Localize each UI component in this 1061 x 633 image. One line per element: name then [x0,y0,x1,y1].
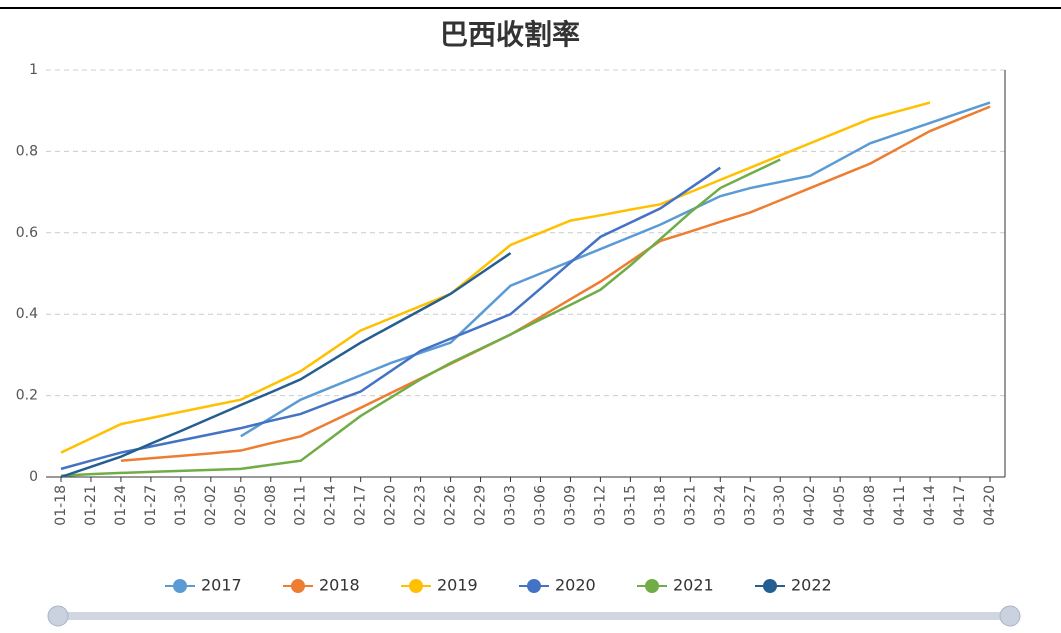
x-tick-label: 02-29 [473,485,489,526]
legend-icon [409,579,423,593]
x-tick-label: 03-06 [532,485,548,526]
x-tick-label: 02-08 [263,485,279,526]
legend-item[interactable]: 2017 [165,576,242,595]
x-tick-label: 01-30 [173,485,189,526]
x-tick-label: 03-27 [742,485,758,526]
legend-label: 2018 [319,576,360,595]
series-line [60,101,931,454]
x-tick-label: 01-18 [53,485,69,526]
legend-icon [291,579,305,593]
x-tick-label: 03-30 [772,485,788,526]
x-tick-label: 04-05 [832,485,848,526]
x-tick-label: 02-26 [443,485,459,526]
x-tick-label: 02-14 [323,485,339,526]
x-tick-label: 02-20 [383,485,399,526]
x-tick-label: 03-15 [622,485,638,526]
x-tick-label: 04-17 [952,485,968,526]
x-tick-label: 01-27 [143,485,159,526]
x-tick-label: 03-09 [562,485,578,526]
legend-label: 2019 [437,576,478,595]
legend-item[interactable]: 2022 [755,576,832,595]
zoom-handle[interactable] [47,605,69,627]
x-tick-label: 04-14 [922,485,938,526]
legend-label: 2022 [791,576,832,595]
x-tick-label: 01-24 [113,485,129,526]
legend-icon [645,579,659,593]
y-tick-label: 0.4 [16,306,38,322]
x-tick-label: 03-24 [712,485,728,526]
zoom-track[interactable] [58,612,1010,620]
x-tick-label: 02-17 [353,485,369,526]
x-tick-label: 04-20 [982,485,998,526]
x-tick-label: 02-02 [203,485,219,526]
data-zoom[interactable] [47,605,1021,627]
x-tick-label: 03-21 [682,485,698,526]
y-tick-label: 0.6 [16,225,38,241]
legend-label: 2021 [673,576,714,595]
legend-icon [173,579,187,593]
legend-item[interactable]: 2018 [283,576,360,595]
y-tick-label: 0.2 [16,388,38,404]
legend-icon [763,579,777,593]
legend-label: 2020 [555,576,596,595]
x-tick-label: 04-08 [862,485,878,526]
legend-item[interactable]: 2020 [519,576,596,595]
x-tick-label: 01-21 [83,485,99,526]
chart-title: 巴西收割率 [440,18,580,51]
x-tick-label: 03-18 [652,485,668,526]
x-tick-label: 03-12 [592,485,608,526]
y-tick-label: 1 [29,62,38,78]
x-tick-label: 03-03 [503,485,519,526]
series-line [60,166,721,471]
x-tick-label: 04-11 [892,485,908,526]
series-line [240,101,991,438]
legend-item[interactable]: 2019 [401,576,478,595]
x-tick-label: 02-11 [293,485,309,526]
series-line [60,158,781,478]
series-line [120,105,991,462]
legend-item[interactable]: 2021 [637,576,714,595]
legend-label: 2017 [201,576,242,595]
legend-icon [527,579,541,593]
x-tick-label: 02-05 [233,485,249,526]
x-tick-label: 04-02 [802,485,818,526]
series-line [60,252,512,479]
y-tick-label: 0 [29,469,38,485]
x-tick-label: 02-23 [413,485,429,526]
zoom-handle[interactable] [999,605,1021,627]
y-tick-label: 0.8 [16,143,38,159]
